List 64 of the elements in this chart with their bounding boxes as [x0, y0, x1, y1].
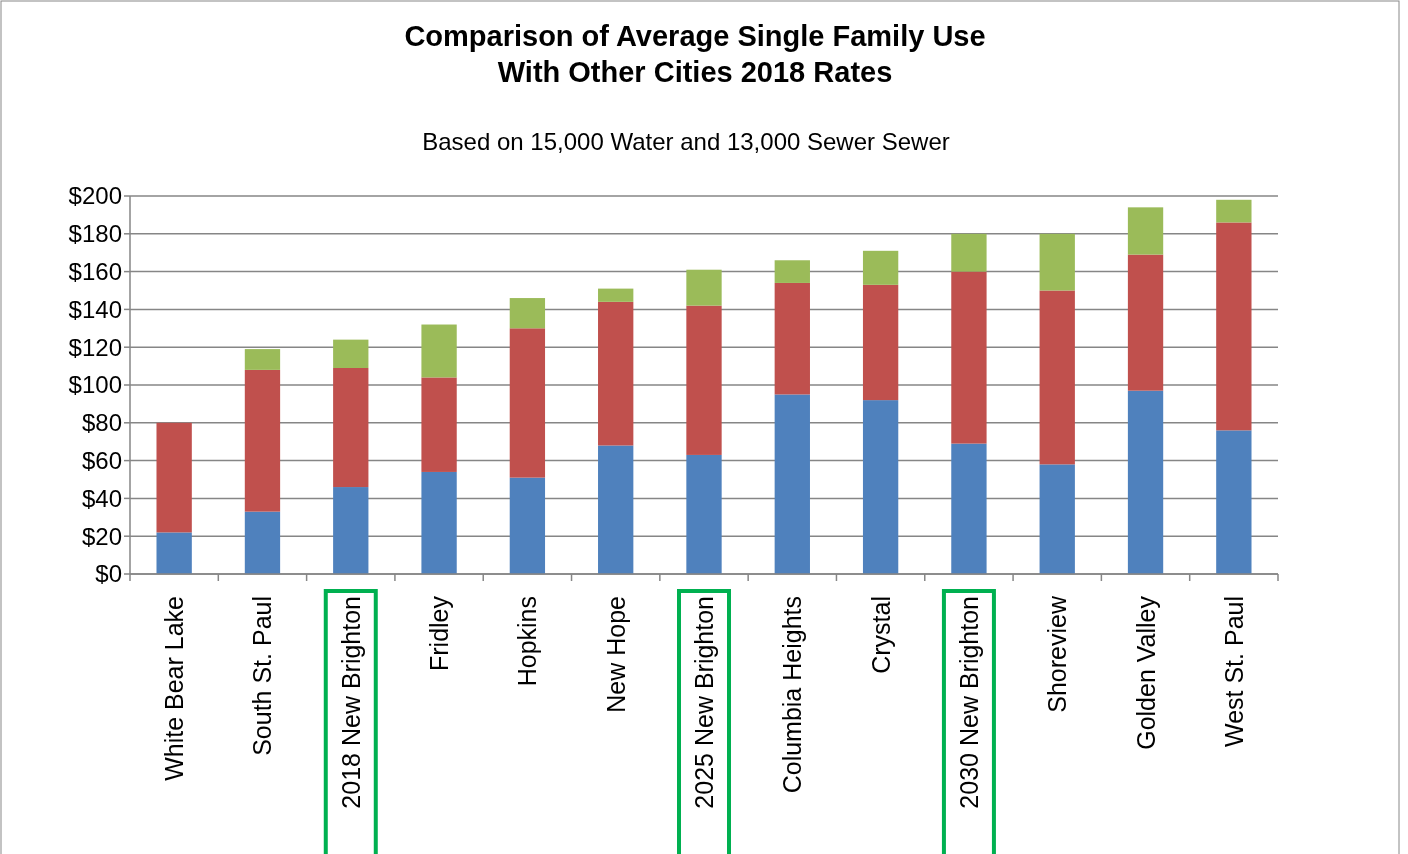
y-tick-label: $40 — [81, 484, 122, 512]
bar — [951, 233, 987, 272]
bar — [1216, 222, 1252, 431]
bar — [686, 269, 722, 306]
y-tick-label: $20 — [81, 522, 122, 550]
bar — [862, 400, 899, 574]
bar — [1039, 290, 1075, 465]
bar — [1039, 233, 1075, 291]
y-tick-label: $200 — [68, 182, 122, 210]
x-tick-label: Hopkins — [513, 596, 542, 687]
x-tick-label: Columbia Heights — [778, 596, 807, 794]
bar — [1127, 207, 1164, 255]
x-tick-label: 2030 New Brighton — [954, 596, 983, 809]
y-tick-label: $160 — [68, 258, 122, 285]
y-tick-label: $180 — [68, 220, 122, 248]
bar — [1216, 199, 1252, 223]
bar — [1039, 464, 1075, 574]
bar — [421, 324, 457, 378]
bar — [509, 477, 546, 574]
bar — [686, 454, 722, 574]
bar — [774, 260, 810, 283]
bar — [598, 445, 634, 574]
bar — [774, 282, 810, 395]
x-tick-label: Golden Valley — [1131, 595, 1160, 750]
bar — [686, 305, 722, 455]
x-tick-label: South St. Paul — [248, 596, 277, 756]
bar — [156, 532, 192, 574]
bar — [951, 271, 987, 444]
bar — [421, 471, 457, 574]
bar — [598, 301, 634, 446]
bar — [1127, 254, 1164, 391]
x-tick-label: West St. Paul — [1219, 596, 1248, 747]
y-tick-label: $80 — [81, 409, 122, 437]
bar — [509, 328, 546, 478]
bar — [862, 284, 899, 401]
bar — [156, 422, 192, 533]
x-tick-label: 2018 New Brighton — [336, 596, 365, 809]
bar — [951, 443, 987, 574]
x-tick-label: 2025 New Brighton — [690, 596, 718, 809]
bar — [244, 349, 281, 370]
bar — [421, 377, 457, 472]
chart-title: Comparison of Average Single Family Use With Other Cities 2018 Rates — [404, 20, 986, 88]
bar — [333, 367, 369, 488]
bar — [1127, 390, 1164, 574]
y-tick-label: $60 — [81, 447, 122, 474]
bar — [1216, 430, 1252, 574]
x-tick-label: Shoreview — [1043, 595, 1072, 713]
bar — [774, 394, 810, 574]
x-tick-label: Fridley — [425, 595, 454, 672]
bar — [598, 288, 634, 302]
bar — [244, 511, 281, 574]
bar — [862, 250, 899, 285]
y-tick-label: $140 — [68, 295, 122, 323]
x-tick-label: New Hope — [601, 596, 630, 713]
x-tick-label: Crystal — [866, 596, 895, 674]
y-tick-label: $100 — [68, 371, 122, 399]
x-tick-label: White Bear Lake — [160, 596, 189, 781]
bar — [333, 487, 369, 574]
bar — [333, 339, 369, 368]
y-tick-label: $0 — [95, 560, 122, 588]
chart-subtitle: Based on 15,000 Water and 13,000 Sewer Sewer — [422, 128, 950, 155]
bar — [509, 298, 546, 329]
bar — [244, 369, 281, 512]
y-tick-label: $120 — [68, 333, 122, 361]
